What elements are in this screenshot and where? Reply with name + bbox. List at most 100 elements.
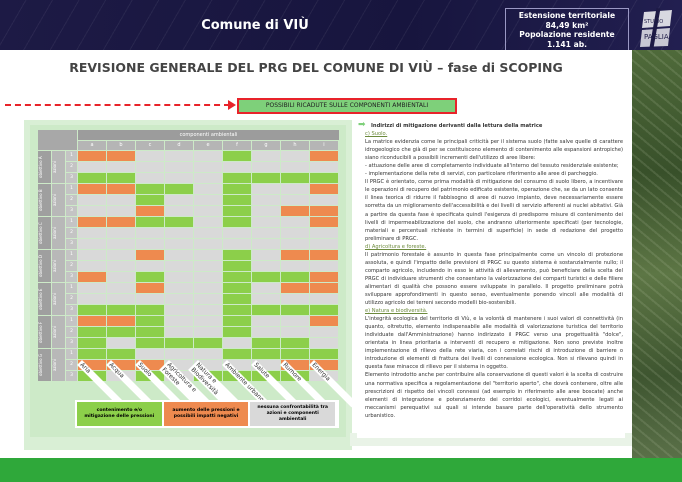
matrix-cell [252,316,280,326]
matrix-row [78,272,339,282]
matrix-cell [136,151,164,161]
matrix-cell [252,360,280,370]
matrix-cell [281,261,309,271]
matrix-cell [194,272,222,282]
matrix-cell [78,294,106,304]
matrix-cell [165,305,193,315]
action-number: 2 [66,327,77,337]
arrow-head-icon [228,100,236,110]
matrix-cell [136,316,164,326]
matrix-cell [252,305,280,315]
matrix-cell [107,283,135,293]
matrix-cell [310,217,338,227]
matrix-cell [165,250,193,260]
action-number: 2 [66,261,77,271]
matrix-cell [223,327,251,337]
matrix-cell [136,327,164,337]
matrix-cell [194,151,222,161]
action-number: 3 [66,173,77,183]
matrix-cell [194,217,222,227]
matrix-cell [310,327,338,337]
matrix-cell [281,162,309,172]
matrix-cell [223,195,251,205]
matrix-cell [252,283,280,293]
matrix-cell [136,228,164,238]
matrix-cell [136,239,164,249]
matrix-cell [310,239,338,249]
matrix-cell [194,338,222,348]
paragraph: Il PRGC è orientato, come prima modalità… [365,179,623,242]
matrix-cell [223,294,251,304]
matrix-cell [136,217,164,227]
matrix-row [78,305,339,315]
svg-text:STUDIO: STUDIO [644,19,663,25]
matrix-cell [107,316,135,326]
matrix-cell [223,272,251,282]
matrix-cell [194,228,222,238]
matrix-cell [136,294,164,304]
matrix-cell [78,195,106,205]
matrix-cell [310,272,338,282]
matrix-row [78,349,339,359]
objective-label: obiettivo B [38,184,51,216]
green-arrow-icon: ➡ [358,120,366,130]
action-number: 3 [66,206,77,216]
matrix-cell [194,283,222,293]
action-number: 2 [66,195,77,205]
matrix-cell [252,239,280,249]
action-number: 1 [66,250,77,260]
matrix-cell [165,283,193,293]
matrix-cell [281,206,309,216]
matrix-cell [136,283,164,293]
objective-label: obiettivo D [38,250,51,282]
matrix-row [78,184,339,194]
matrix-cell [281,316,309,326]
svg-text:PAGLIA: PAGLIA [644,33,669,41]
matrix-row [78,217,339,227]
matrix-cell [165,173,193,183]
matrix-cell [107,305,135,315]
matrix-row [78,151,339,161]
matrix-cell [223,250,251,260]
matrix-cell [165,184,193,194]
matrix-cell [107,272,135,282]
objective-label: obiettivo F [38,316,51,348]
matrix-cell [194,305,222,315]
matrix-cell [310,316,338,326]
legend-item: nessuna confrontabilità tra azioni e com… [250,402,336,426]
matrix-cell [310,294,338,304]
matrix-cell [252,250,280,260]
matrix-cell [223,184,251,194]
matrix-cell [107,294,135,304]
matrix-cell [252,228,280,238]
matrix-row [78,228,339,238]
objective-label: obiettivo G [38,349,51,381]
matrix-cell [310,151,338,161]
matrix-cell [223,261,251,271]
matrix-row [78,338,339,348]
matrix-cell [252,294,280,304]
column-header: e [194,141,222,150]
studio-paglia-logo: STUDIO PAGLIA [640,8,672,48]
column-header: f [223,141,251,150]
matrix-cell [310,195,338,205]
matrix-cell [310,360,338,370]
matrix-cell [281,283,309,293]
matrix-cell [107,360,135,370]
matrix-cell [281,294,309,304]
matrix-cell [194,294,222,304]
matrix-cell [136,261,164,271]
matrix-legend: contenimento e/o mitigazione delle press… [75,400,339,428]
matrix-cell [165,261,193,271]
matrix-cell [107,261,135,271]
municipality-title: Comune di VIÙ [201,18,309,33]
objective-label: obiettivo E [38,283,51,315]
matrix-cell [223,206,251,216]
matrix-cell [310,305,338,315]
matrix-cell [252,349,280,359]
matrix-cell [107,327,135,337]
matrix-cell [78,151,106,161]
matrix-cell [194,327,222,337]
